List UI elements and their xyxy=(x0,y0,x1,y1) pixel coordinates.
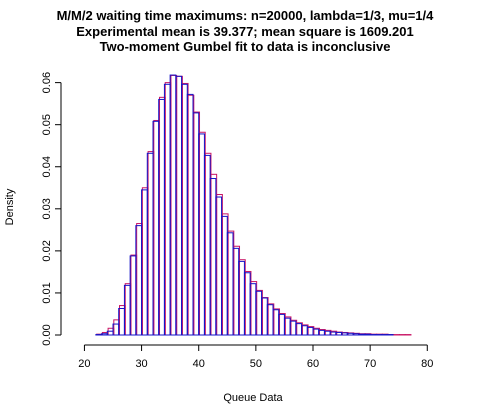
y-tick-label: 0.05 xyxy=(41,114,53,135)
x-tick-label: 50 xyxy=(250,358,262,370)
y-tick-label: 0.03 xyxy=(41,198,53,219)
y-tick-label: 0.06 xyxy=(41,72,53,93)
x-tick-label: 20 xyxy=(78,358,90,370)
y-tick-label: 0.00 xyxy=(41,324,53,345)
bars-layer xyxy=(95,74,394,336)
histogram-bar xyxy=(358,333,365,336)
y-tick-label: 0.01 xyxy=(41,282,53,303)
x-tick-label: 80 xyxy=(421,358,433,370)
chart-title-line-2: Experimental mean is 39.377; mean square… xyxy=(76,24,413,39)
y-tick-label: 0.04 xyxy=(41,156,53,177)
x-tick-label: 70 xyxy=(364,358,376,370)
x-tick-label: 40 xyxy=(193,358,205,370)
x-tick-label: 30 xyxy=(135,358,147,370)
chart-title-line-1: M/M/2 waiting time maximums: n=20000, la… xyxy=(57,8,435,23)
fit-layer xyxy=(96,74,412,336)
x-tick-label: 60 xyxy=(307,358,319,370)
y-axis-label: Density xyxy=(4,188,16,225)
y-axis: 0.00 0.01 0.02 0.03 0.04 0.05 0.06 xyxy=(41,72,62,346)
y-tick-label: 0.02 xyxy=(41,240,53,261)
chart-title-line-3: Two-moment Gumbel fit to data is inconcl… xyxy=(100,39,391,54)
histogram-bar xyxy=(363,333,371,336)
x-axis-label: Queue Data xyxy=(223,392,283,404)
x-axis: 20 30 40 50 60 70 80 xyxy=(78,344,433,370)
